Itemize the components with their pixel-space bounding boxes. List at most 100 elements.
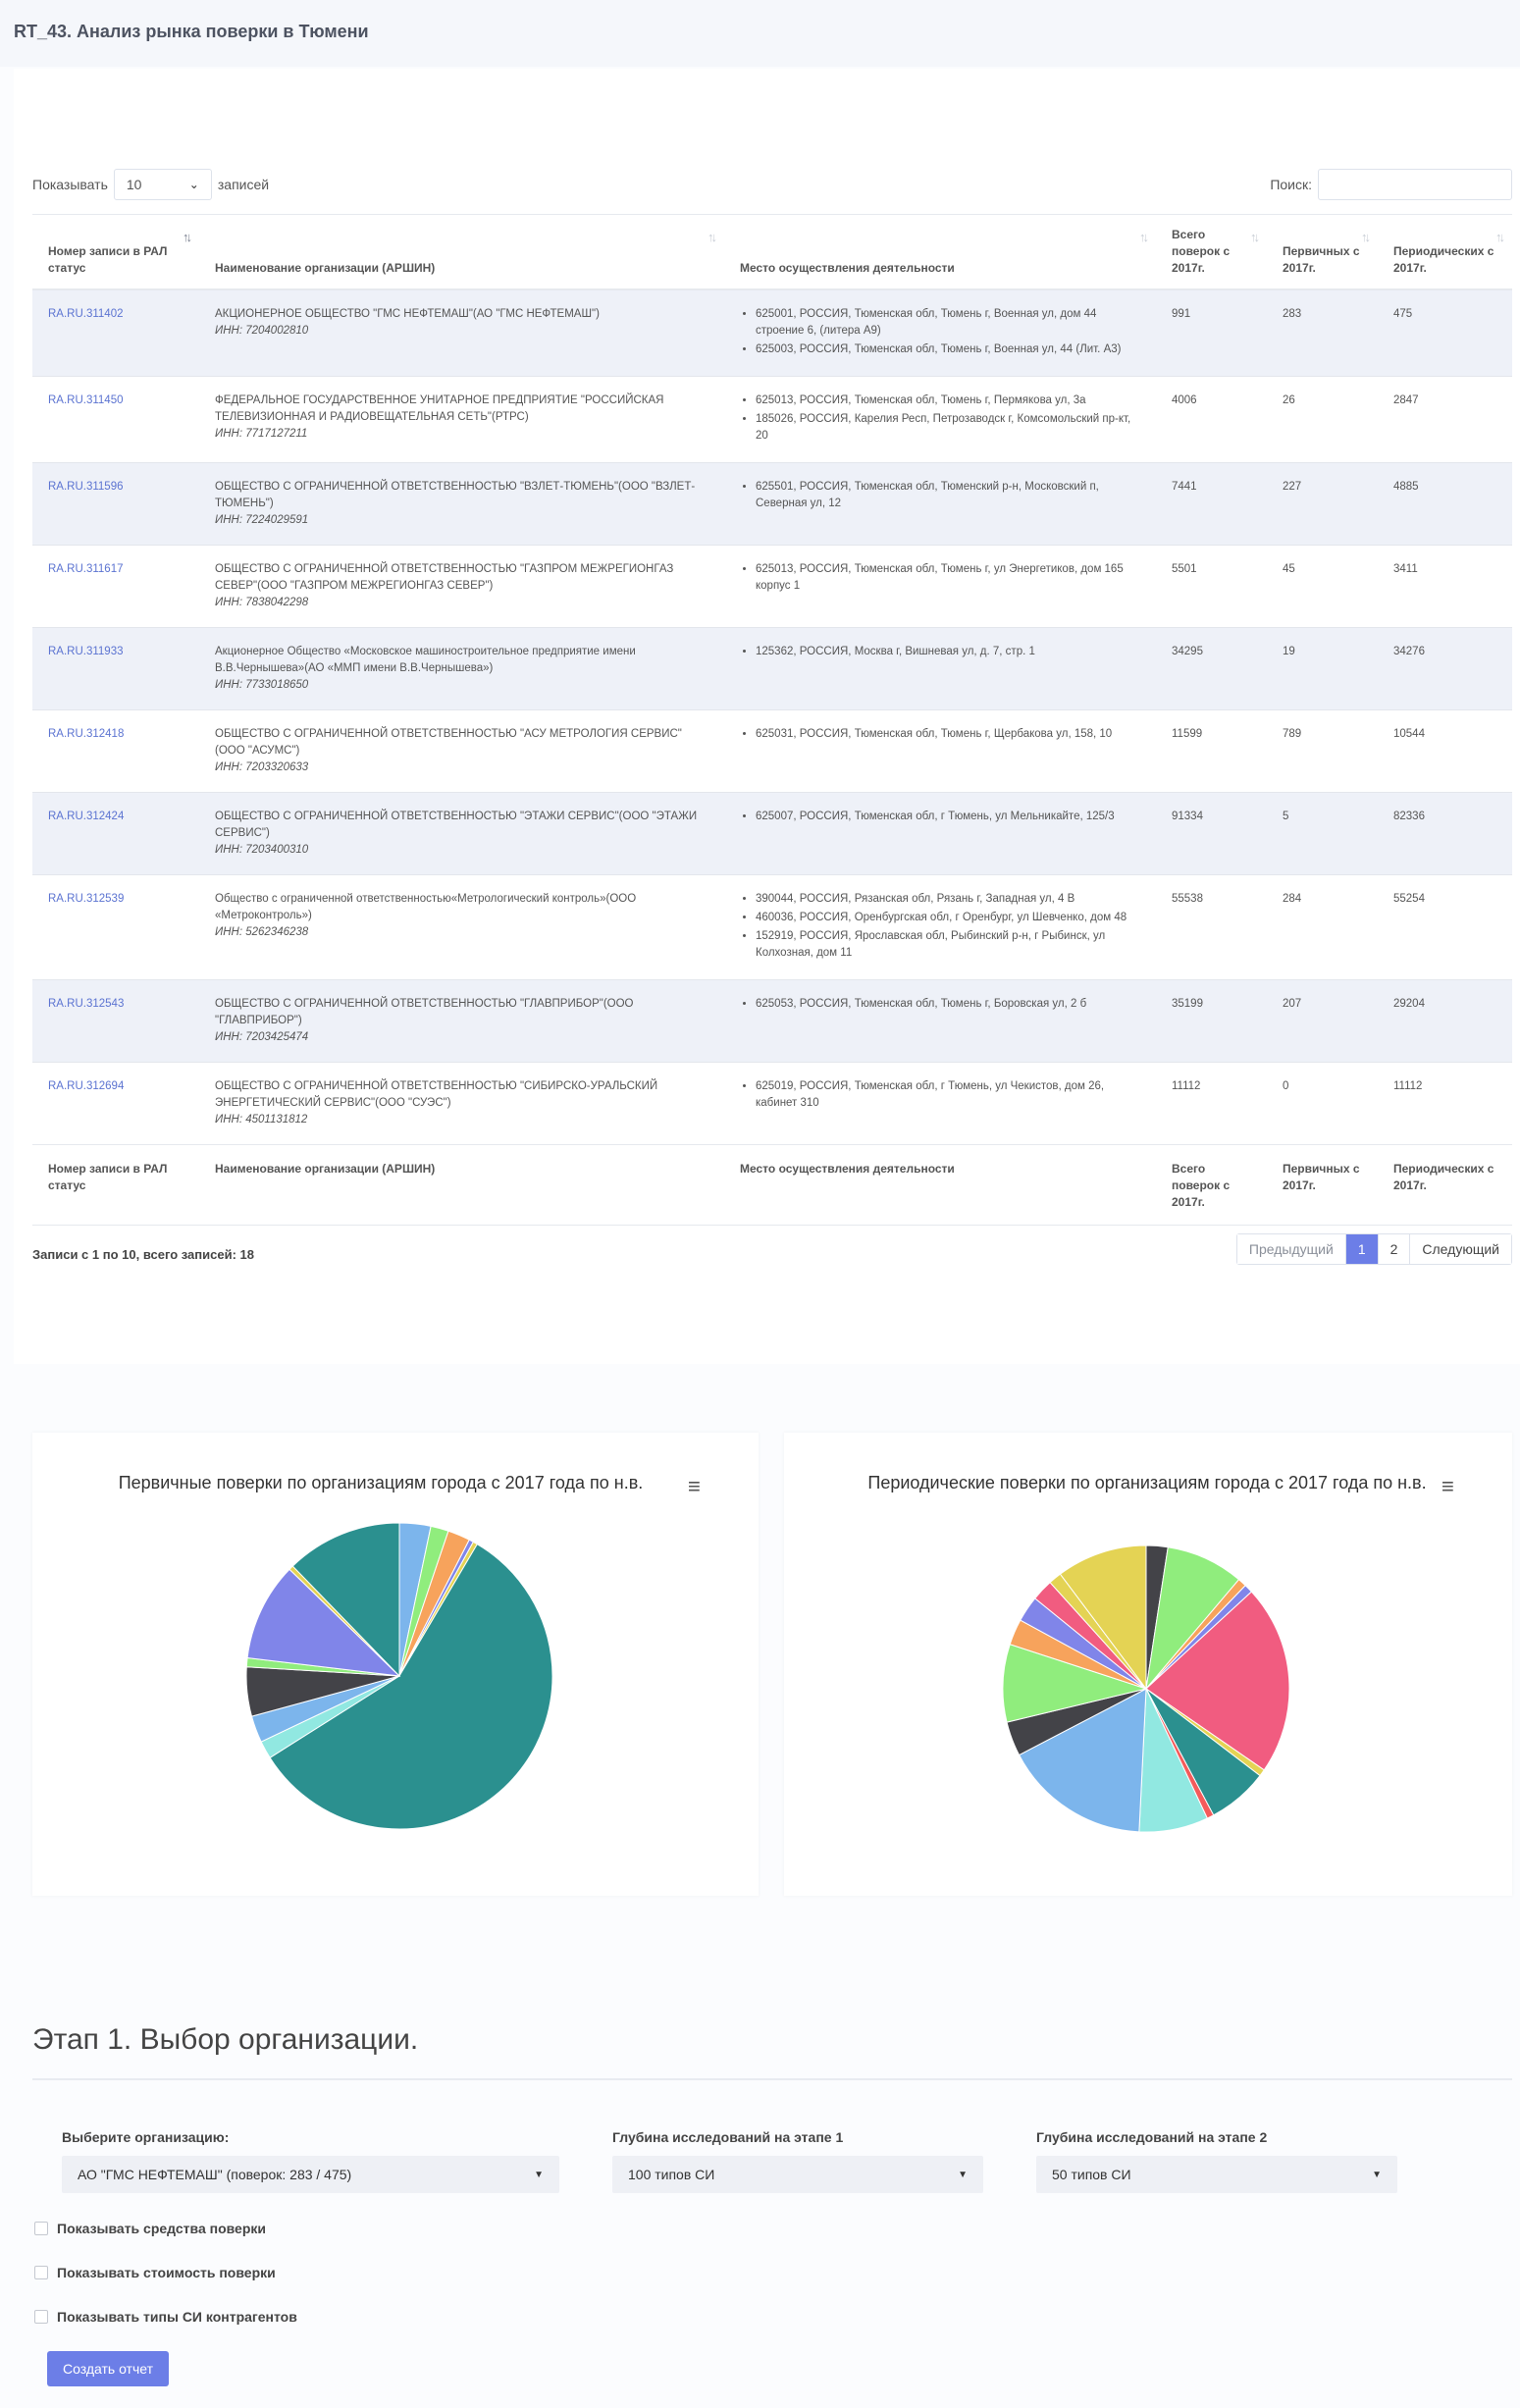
caret-down-icon: ▼ <box>534 2169 544 2180</box>
address-list: 625019, РОССИЯ, Тюменская обл, г Тюмень,… <box>740 1078 1140 1112</box>
create-report-button[interactable]: Создать отчет <box>47 2351 169 2386</box>
col-header-org[interactable]: Наименование организации (АРШИН) ↑↓ <box>199 214 724 290</box>
col-header-total[interactable]: Всего поверок с 2017г. ↑↓ <box>1156 214 1267 290</box>
address-item: 152919, РОССИЯ, Ярославская обл, Рыбинск… <box>756 928 1140 962</box>
org-name: ОБЩЕСТВО С ОГРАНИЧЕННОЙ ОТВЕТСТВЕННОСТЬЮ… <box>215 811 698 839</box>
table-row: RA.RU.312418 ОБЩЕСТВО С ОГРАНИЧЕННОЙ ОТВЕ… <box>32 709 1512 793</box>
depth1-select[interactable]: 100 типов СИ ▼ <box>612 2156 983 2193</box>
show-label: Показывать <box>32 177 108 192</box>
primary-cell: 284 <box>1267 874 1378 980</box>
org-cell: ОБЩЕСТВО С ОГРАНИЧЕННОЙ ОТВЕТСТВЕННОСТЬЮ… <box>199 792 724 875</box>
address-cell: 625001, РОССИЯ, Тюменская обл, Тюмень г,… <box>724 288 1156 377</box>
organizations-table: Номер записи в РАЛ статус ↑↓ Наименование… <box>32 214 1512 1226</box>
next-button[interactable]: Следующий <box>1409 1234 1511 1264</box>
org-select[interactable]: АО "ГМС НЕФТЕМАШ" (поверок: 283 / 475) ▼ <box>62 2156 559 2193</box>
org-name: ОБЩЕСТВО С ОГРАНИЧЕННОЙ ОТВЕТСТВЕННОСТЬЮ… <box>215 1080 658 1109</box>
page-length-select[interactable]: 10 ⌄ <box>113 169 212 200</box>
checkbox-show-cost[interactable]: Показывать стоимость поверки <box>34 2265 276 2280</box>
org-select-value: АО "ГМС НЕФТЕМАШ" (поверок: 283 / 475) <box>78 2167 352 2182</box>
table-header-row: Номер записи в РАЛ статус ↑↓ Наименование… <box>32 214 1512 290</box>
record-link[interactable]: RA.RU.311450 <box>48 394 124 406</box>
footer-address: Место осуществления деятельности <box>724 1144 1156 1226</box>
pie-slice[interactable] <box>269 1543 553 1830</box>
periodic-cell: 11112 <box>1378 1062 1512 1145</box>
hamburger-icon[interactable]: ≡ <box>688 1474 701 1498</box>
checkbox-show-instruments[interactable]: Показывать средства поверки <box>34 2221 266 2236</box>
prev-button[interactable]: Предыдущий <box>1236 1234 1345 1264</box>
record-cell: RA.RU.312539 <box>32 874 199 980</box>
primary-cell: 26 <box>1267 376 1378 463</box>
address-list: 625031, РОССИЯ, Тюменская обл, Тюмень г,… <box>740 726 1140 743</box>
record-cell: RA.RU.311450 <box>32 376 199 463</box>
col-header-record[interactable]: Номер записи в РАЛ статус ↑↓ <box>32 214 199 290</box>
length-control: Показывать 10 ⌄ записей <box>32 169 269 200</box>
periodic-cell: 2847 <box>1378 376 1512 463</box>
pie-slice[interactable] <box>1145 1591 1290 1771</box>
org-cell: ОБЩЕСТВО С ОГРАНИЧЕННОЙ ОТВЕТСТВЕННОСТЬЮ… <box>199 462 724 546</box>
record-link[interactable]: RA.RU.312424 <box>48 811 125 822</box>
record-link[interactable]: RA.RU.311933 <box>48 646 124 657</box>
checkbox-box[interactable] <box>34 2222 48 2235</box>
address-list: 625013, РОССИЯ, Тюменская обл, Тюмень г,… <box>740 393 1140 445</box>
address-list: 390044, РОССИЯ, Рязанская обл, Рязань г,… <box>740 891 1140 962</box>
org-cell: Акционерное Общество «Московское машинос… <box>199 627 724 710</box>
col-header-address[interactable]: Место осуществления деятельности ↑↓ <box>724 214 1156 290</box>
primary-cell: 19 <box>1267 627 1378 710</box>
total-cell: 4006 <box>1156 376 1267 463</box>
col-header-primary[interactable]: Первичных с 2017г. ↑↓ <box>1267 214 1378 290</box>
address-list: 625007, РОССИЯ, Тюменская обл, г Тюмень,… <box>740 809 1140 825</box>
pie-slice[interactable] <box>246 1568 401 1677</box>
org-inn: ИНН: 5262346238 <box>215 926 309 938</box>
sort-asc-icon: ↑↓ <box>183 230 192 244</box>
record-link[interactable]: RA.RU.311617 <box>48 563 124 575</box>
periodic-pie-chart <box>1002 1544 1290 1833</box>
records-label: записей <box>217 177 270 192</box>
record-link[interactable]: RA.RU.311596 <box>48 481 124 493</box>
address-item: 625007, РОССИЯ, Тюменская обл, г Тюмень,… <box>756 809 1140 825</box>
depth2-select[interactable]: 50 типов СИ ▼ <box>1036 2156 1397 2193</box>
org-inn: ИНН: 7717127211 <box>215 428 308 440</box>
hamburger-icon[interactable]: ≡ <box>1441 1474 1454 1498</box>
caret-down-icon: ▼ <box>1372 2169 1382 2180</box>
search-input[interactable] <box>1318 169 1512 200</box>
col-header-periodic[interactable]: Периодических с 2017г. ↑↓ <box>1378 214 1512 290</box>
address-list: 625013, РОССИЯ, Тюменская обл, Тюмень г,… <box>740 561 1140 595</box>
periodic-cell: 4885 <box>1378 462 1512 546</box>
depth2-value: 50 типов СИ <box>1052 2167 1131 2182</box>
record-link[interactable]: RA.RU.312418 <box>48 728 125 740</box>
sort-icon: ↑↓ <box>708 230 717 244</box>
record-link[interactable]: RA.RU.311402 <box>48 308 124 320</box>
pie-slice[interactable] <box>1018 1688 1147 1833</box>
pie-slice[interactable] <box>291 1522 400 1678</box>
page-length-value: 10 <box>126 177 142 192</box>
org-name: АКЦИОНЕРНОЕ ОБЩЕСТВО "ГМС НЕФТЕМАШ"(АО "… <box>215 308 600 320</box>
page-2-button[interactable]: 2 <box>1377 1234 1410 1264</box>
search-box: Поиск: <box>1270 169 1512 200</box>
record-link[interactable]: RA.RU.312694 <box>48 1080 125 1092</box>
table-row: RA.RU.312543 ОБЩЕСТВО С ОГРАНИЧЕННОЙ ОТВЕ… <box>32 979 1512 1063</box>
total-cell: 7441 <box>1156 462 1267 546</box>
table-row: RA.RU.311402 АКЦИОНЕРНОЕ ОБЩЕСТВО "ГМС НЕ… <box>32 288 1512 377</box>
address-list: 625501, РОССИЯ, Тюменская обл, Тюменский… <box>740 479 1140 512</box>
org-name: ОБЩЕСТВО С ОГРАНИЧЕННОЙ ОТВЕТСТВЕННОСТЬЮ… <box>215 563 674 592</box>
total-cell: 35199 <box>1156 979 1267 1063</box>
checkbox-show-types[interactable]: Показывать типы СИ контрагентов <box>34 2309 297 2325</box>
caret-down-icon: ▼ <box>958 2169 968 2180</box>
sort-icon: ↑↓ <box>1495 230 1505 244</box>
periodic-chart-title: Периодические поверки по организациям го… <box>867 1473 1427 1492</box>
top-bar <box>0 0 1520 67</box>
address-item: 625013, РОССИЯ, Тюменская обл, Тюмень г,… <box>756 393 1140 409</box>
address-list: 125362, РОССИЯ, Москва г, Вишневая ул, д… <box>740 644 1140 660</box>
record-link[interactable]: RA.RU.312543 <box>48 998 125 1010</box>
checkbox-box[interactable] <box>34 2310 48 2324</box>
page-1-button[interactable]: 1 <box>1344 1234 1378 1264</box>
record-link[interactable]: RA.RU.312539 <box>48 893 125 905</box>
footer-total: Всего поверок с 2017г. <box>1156 1144 1267 1226</box>
org-cell: ОБЩЕСТВО С ОГРАНИЧЕННОЙ ОТВЕТСТВЕННОСТЬЮ… <box>199 545 724 628</box>
org-name: ОБЩЕСТВО С ОГРАНИЧЕННОЙ ОТВЕТСТВЕННОСТЬЮ… <box>215 481 696 509</box>
address-item: 625001, РОССИЯ, Тюменская обл, Тюмень г,… <box>756 306 1140 340</box>
sort-icon: ↑↓ <box>1361 230 1371 244</box>
checkbox-box[interactable] <box>34 2266 48 2279</box>
pie-slice[interactable] <box>1059 1544 1147 1691</box>
table-row: RA.RU.311450 ФЕДЕРАЛЬНОЕ ГОСУДАРСТВЕННОЕ … <box>32 376 1512 463</box>
